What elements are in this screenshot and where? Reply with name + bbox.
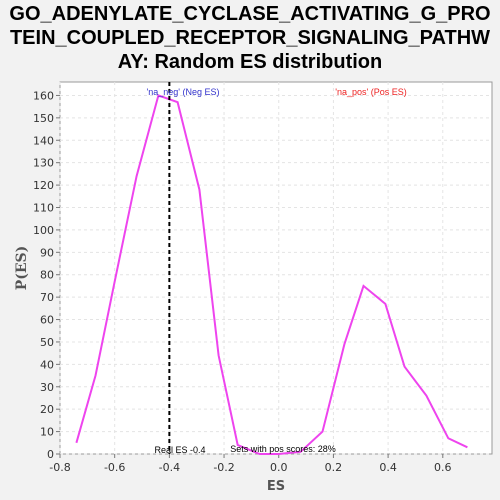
y-tick-label: 70	[40, 291, 54, 304]
y-tick-label: 100	[33, 224, 54, 237]
y-tick-label: 50	[40, 336, 54, 349]
x-tick-label: 0.6	[434, 461, 452, 474]
y-tick-label: 0	[47, 448, 54, 461]
chart-title-line-1: GO_ADENYLATE_CYCLASE_ACTIVATING_G_PRO	[9, 3, 491, 25]
y-tick-label: 140	[33, 134, 54, 147]
real-es-annotation: Real ES -0.4	[154, 445, 205, 455]
y-tick-label: 120	[33, 179, 54, 192]
x-tick-label: 0.0	[270, 461, 288, 474]
y-tick-label: 150	[33, 112, 54, 125]
y-tick-label: 30	[40, 381, 54, 394]
y-tick-label: 10	[40, 426, 54, 439]
y-tick-label: 20	[40, 403, 54, 416]
series-line	[75, 94, 468, 455]
y-tick-label: 110	[33, 201, 54, 214]
chart-title: GO_ADENYLATE_CYCLASE_ACTIVATING_G_PRO TE…	[0, 2, 500, 74]
x-tick-label: -0.4	[159, 461, 180, 474]
y-tick-label: 40	[40, 358, 54, 371]
y-tick-label: 90	[40, 246, 54, 259]
x-axis-label: ES	[267, 479, 285, 494]
pos-sets-annotation: Sets with pos scores: 28%	[230, 444, 336, 454]
chart-title-line-2: TEIN_COUPLED_RECEPTOR_SIGNALING_PATHW	[9, 27, 491, 49]
y-tick-label: 130	[33, 157, 54, 170]
y-tick-label: 160	[33, 89, 54, 102]
grid	[59, 82, 492, 455]
x-tick-label: -0.2	[213, 461, 234, 474]
y-axis-label: P(ES)	[14, 246, 30, 291]
x-tick-label: -0.6	[104, 461, 125, 474]
plot-area	[59, 81, 493, 455]
x-tick-label: -0.8	[49, 461, 70, 474]
x-tick-label: 0.4	[379, 461, 397, 474]
chart-title-line-3: AY: Random ES distribution	[117, 51, 383, 73]
neg-es-label: 'na_neg' (Neg ES)	[147, 87, 220, 97]
pos-es-label: 'na_pos' (Pos ES)	[335, 87, 406, 97]
y-tick-label: 60	[40, 314, 54, 327]
x-tick-label: 0.2	[325, 461, 343, 474]
axes: 0 10 20 30 40 50 60 70 80 90 100 110 120 130 140 150 160…	[33, 89, 452, 474]
y-tick-label: 80	[40, 269, 54, 282]
